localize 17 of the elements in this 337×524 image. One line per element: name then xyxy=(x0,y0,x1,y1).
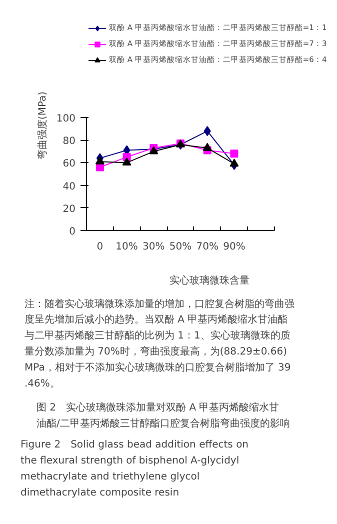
caption: 图 2 实心玻璃微珠添加量对双酚 A 甲基丙烯酸缩水甘油酯/二甲基丙烯酸三甘醇酯口腔复合树脂弯曲强度的影响 xyxy=(36,402,290,430)
y-tick-label: 0 xyxy=(69,226,76,238)
x-axis-title: 实心玻璃微珠含量 xyxy=(170,274,250,286)
x-tick-label: 90% xyxy=(223,242,246,252)
y-tick-label: 20 xyxy=(62,204,76,215)
x-tick-label: 30% xyxy=(142,242,165,252)
y-tick-label: 100 xyxy=(56,114,76,124)
caption: Figure 2 Solid glass bead addition effects on the flexural strength of bisphenol A-glycidyl methacrylate and triethylene glycol dimethacrylate composite resin xyxy=(20,440,249,498)
x-tick-label: 10% xyxy=(116,242,138,252)
x-tick-label: 0 xyxy=(96,242,104,252)
text: 注：随着实心玻璃微珠添加量的增加，口腔复合树脂的弯曲强度呈先增加后减小的趋势。当双酚 A 甲基丙烯酸缩水甘油酯与二甲基丙烯酸三甘醇酯的比例为 1：1、实心玻璃微珠的质量分数添加量为 70%时，弯曲强度最高，为(88.29±0.66) MPa，相对于不添加实心玻璃微珠的口腔复合树脂增加了 39.46%。 xyxy=(24,298,294,390)
y-tick-label: 40 xyxy=(62,181,76,192)
y-tick-label: 60 xyxy=(62,158,76,170)
y-axis-title: 弯曲强度(MPa) xyxy=(36,91,48,160)
x-tick-label: 70% xyxy=(196,242,218,252)
y-tick-label: 80 xyxy=(62,136,76,148)
x-tick-label: 50% xyxy=(169,242,192,252)
